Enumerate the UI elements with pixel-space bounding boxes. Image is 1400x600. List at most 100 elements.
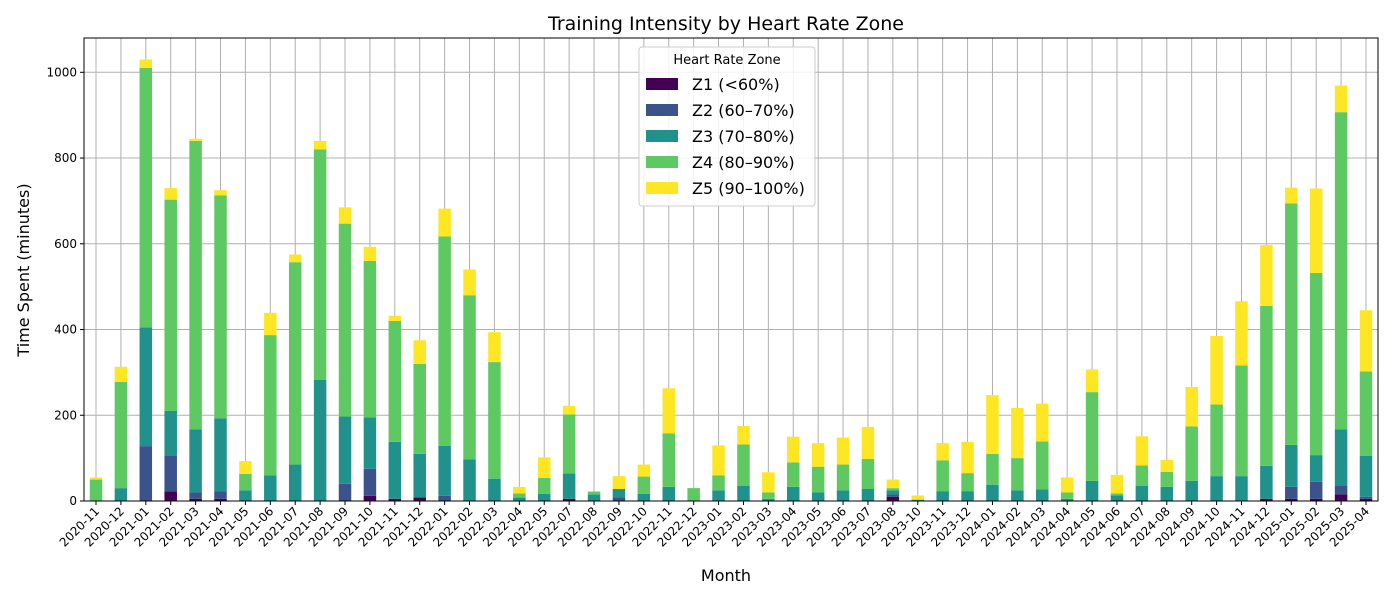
legend-title: Heart Rate Zone xyxy=(673,53,780,68)
y-tick-label: 1000 xyxy=(46,65,77,79)
bar-segment-z1 xyxy=(413,497,426,501)
bar-segment-z3 xyxy=(1185,480,1198,501)
bar-segment-z4 xyxy=(89,479,103,501)
bar-segment-z5 xyxy=(936,443,949,461)
bar-segment-z4 xyxy=(961,473,974,492)
bar-segment-z4 xyxy=(936,460,949,492)
bar-segment-z4 xyxy=(1185,426,1198,481)
bar-segment-z4 xyxy=(637,476,651,494)
bar-segment-z5 xyxy=(1085,369,1099,393)
bar-segment-z3 xyxy=(836,490,850,501)
bar-segment-z3 xyxy=(662,486,675,501)
bar-segment-z4 xyxy=(114,381,128,489)
bar-segment-z3 xyxy=(214,418,227,492)
bar-segment-z3 xyxy=(961,491,974,501)
bar-segment-z5 xyxy=(438,208,451,237)
bar-segment-z4 xyxy=(363,260,377,418)
bar-segment-z4 xyxy=(139,68,153,328)
bar-segment-z4 xyxy=(388,320,402,442)
bar-segment-z4 xyxy=(1210,404,1223,477)
bar-segment-z3 xyxy=(787,486,800,501)
bar-segment-z4 xyxy=(1036,441,1049,490)
bar-segment-z1 xyxy=(1309,498,1323,501)
bar-segment-z3 xyxy=(189,429,202,493)
y-axis-ticks: 0 200 400 600 800 1000 xyxy=(46,65,84,508)
bar-segment-z1 xyxy=(562,498,576,501)
bar-segment-z3 xyxy=(488,478,501,501)
bar-segment-z5 xyxy=(861,426,875,459)
bar-segment-z4 xyxy=(463,295,476,460)
bar-segment-z5 xyxy=(662,388,675,434)
bar-segment-z4 xyxy=(313,149,327,380)
bar-segment-z3 xyxy=(587,494,601,501)
bar-segment-z5 xyxy=(537,457,551,478)
bar-segment-z3 xyxy=(1359,455,1373,497)
bar-segment-z3 xyxy=(612,488,626,498)
bar-segment-z3 xyxy=(338,416,352,484)
bar-segment-z5 xyxy=(463,269,476,296)
bar-segment-z4 xyxy=(488,362,501,479)
bar-segment-z3 xyxy=(762,498,775,501)
bar-segment-z5 xyxy=(114,366,128,382)
bar-segment-z5 xyxy=(712,445,725,476)
bar-segment-z3 xyxy=(537,493,551,501)
bar-segment-z1 xyxy=(363,495,377,501)
bar-segment-z3 xyxy=(463,459,476,501)
bar-segment-z3 xyxy=(1260,465,1273,499)
bar-segment-z5 xyxy=(488,332,501,363)
bar-segment-z4 xyxy=(787,462,800,487)
bar-segment-z5 xyxy=(1285,187,1298,204)
bar-segment-z2 xyxy=(1309,481,1323,499)
bar-segment-z4 xyxy=(587,491,601,495)
bar-segment-z5 xyxy=(363,246,377,261)
bar-segment-z5 xyxy=(338,207,352,224)
bar-segment-z1 xyxy=(886,496,900,501)
bar-segment-z4 xyxy=(1160,471,1174,487)
bars xyxy=(89,59,1373,501)
bar-segment-z3 xyxy=(1011,490,1024,501)
bar-segment-z4 xyxy=(164,199,177,411)
bar-segment-z3 xyxy=(1160,486,1174,501)
bar-segment-z1 xyxy=(1260,498,1273,501)
bar-segment-z3 xyxy=(164,410,177,456)
bar-segment-z5 xyxy=(911,495,925,500)
bar-segment-z3 xyxy=(936,491,949,501)
bar-segment-z5 xyxy=(1036,403,1049,442)
legend-label-z1: Z1 (<60%) xyxy=(692,75,780,94)
bar-segment-z4 xyxy=(513,493,526,498)
bar-segment-z1 xyxy=(164,491,177,501)
x-axis-title: Month xyxy=(701,566,751,585)
legend-box xyxy=(638,46,816,207)
bar-segment-z4 xyxy=(1359,371,1373,456)
bar-segment-z2 xyxy=(612,497,626,501)
bar-segment-z1 xyxy=(1359,498,1373,501)
bar-segment-z5 xyxy=(811,443,825,467)
x-axis-ticks: 2020-112020-122021-012021-022021-032021-… xyxy=(57,501,1372,550)
bar-segment-z3 xyxy=(264,475,277,501)
bar-segment-z4 xyxy=(562,414,576,474)
bar-segment-z5 xyxy=(164,188,177,200)
bar-segment-z4 xyxy=(886,488,900,491)
bar-segment-z5 xyxy=(737,425,750,445)
bar-segment-z5 xyxy=(1060,477,1074,493)
legend-label-z3: Z3 (70–80%) xyxy=(692,127,795,146)
bar-segment-z4 xyxy=(836,464,850,491)
legend-swatch-z5 xyxy=(646,182,678,194)
bar-segment-z5 xyxy=(214,190,227,196)
bar-segment-z4 xyxy=(986,453,999,485)
legend: Heart Rate Zone Z1 (<60%) Z2 (60–70%) Z3 (… xyxy=(638,46,816,207)
bar-segment-z3 xyxy=(438,445,451,496)
bar-segment-z4 xyxy=(861,458,875,489)
y-tick-label: 400 xyxy=(54,323,77,337)
bar-segment-z5 xyxy=(139,59,153,69)
bar-segment-z5 xyxy=(89,477,103,480)
bar-segment-z4 xyxy=(1260,305,1273,466)
bar-segment-z5 xyxy=(1260,245,1273,306)
bar-segment-z3 xyxy=(1285,444,1298,487)
bar-segment-z5 xyxy=(612,476,626,489)
y-tick-label: 0 xyxy=(69,494,77,508)
bar-segment-z2 xyxy=(886,494,900,497)
chart-title: Training Intensity by Heart Rate Zone xyxy=(547,13,904,35)
bar-segment-z4 xyxy=(189,140,202,430)
